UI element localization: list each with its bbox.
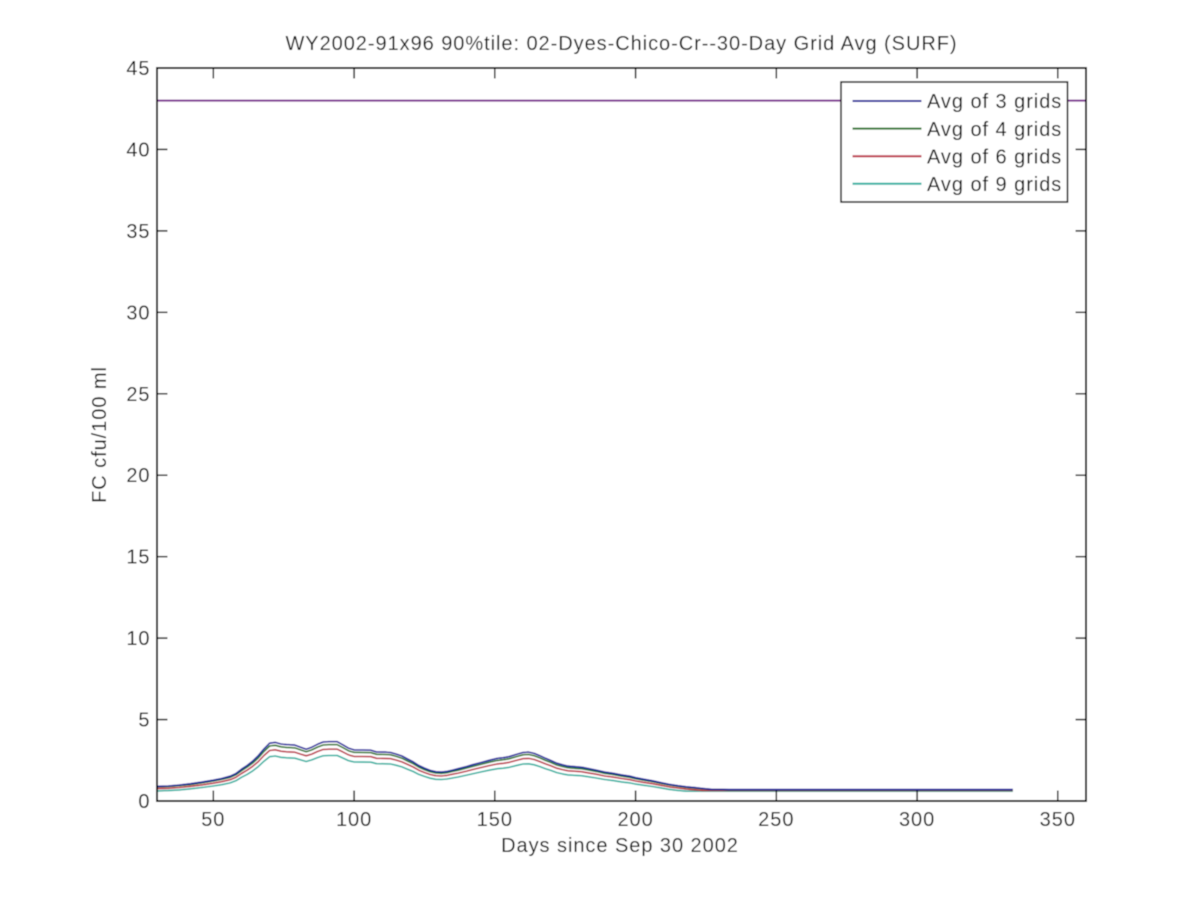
svg-text:40: 40 — [126, 139, 150, 161]
svg-text:10: 10 — [126, 628, 150, 650]
svg-text:Avg of 3 grids: Avg of 3 grids — [927, 91, 1062, 113]
svg-text:Avg of 4 grids: Avg of 4 grids — [927, 119, 1062, 141]
svg-text:45: 45 — [126, 58, 150, 80]
svg-text:Days since Sep 30 2002: Days since Sep 30 2002 — [501, 835, 739, 857]
svg-text:350: 350 — [1040, 809, 1076, 831]
svg-text:WY2002-91x96 90%tile: 02-Dyes-: WY2002-91x96 90%tile: 02-Dyes-Chico-Cr--… — [285, 33, 957, 55]
svg-text:FC cfu/100 ml: FC cfu/100 ml — [89, 366, 111, 503]
svg-text:30: 30 — [126, 302, 150, 324]
svg-text:5: 5 — [138, 710, 150, 732]
svg-text:0: 0 — [138, 791, 150, 813]
svg-text:15: 15 — [126, 547, 150, 569]
svg-text:Avg of 6 grids: Avg of 6 grids — [927, 146, 1062, 168]
svg-text:200: 200 — [617, 809, 653, 831]
svg-text:100: 100 — [336, 809, 372, 831]
svg-text:25: 25 — [126, 384, 150, 406]
svg-text:150: 150 — [477, 809, 513, 831]
svg-text:20: 20 — [126, 465, 150, 487]
svg-text:250: 250 — [758, 809, 794, 831]
svg-text:300: 300 — [899, 809, 935, 831]
svg-text:Avg of 9 grids: Avg of 9 grids — [927, 174, 1062, 196]
svg-text:35: 35 — [126, 221, 150, 243]
svg-text:50: 50 — [201, 809, 225, 831]
